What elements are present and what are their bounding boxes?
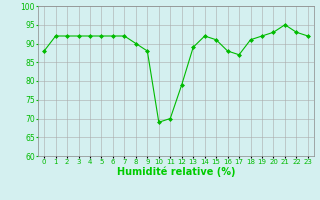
X-axis label: Humidité relative (%): Humidité relative (%) <box>117 166 235 177</box>
